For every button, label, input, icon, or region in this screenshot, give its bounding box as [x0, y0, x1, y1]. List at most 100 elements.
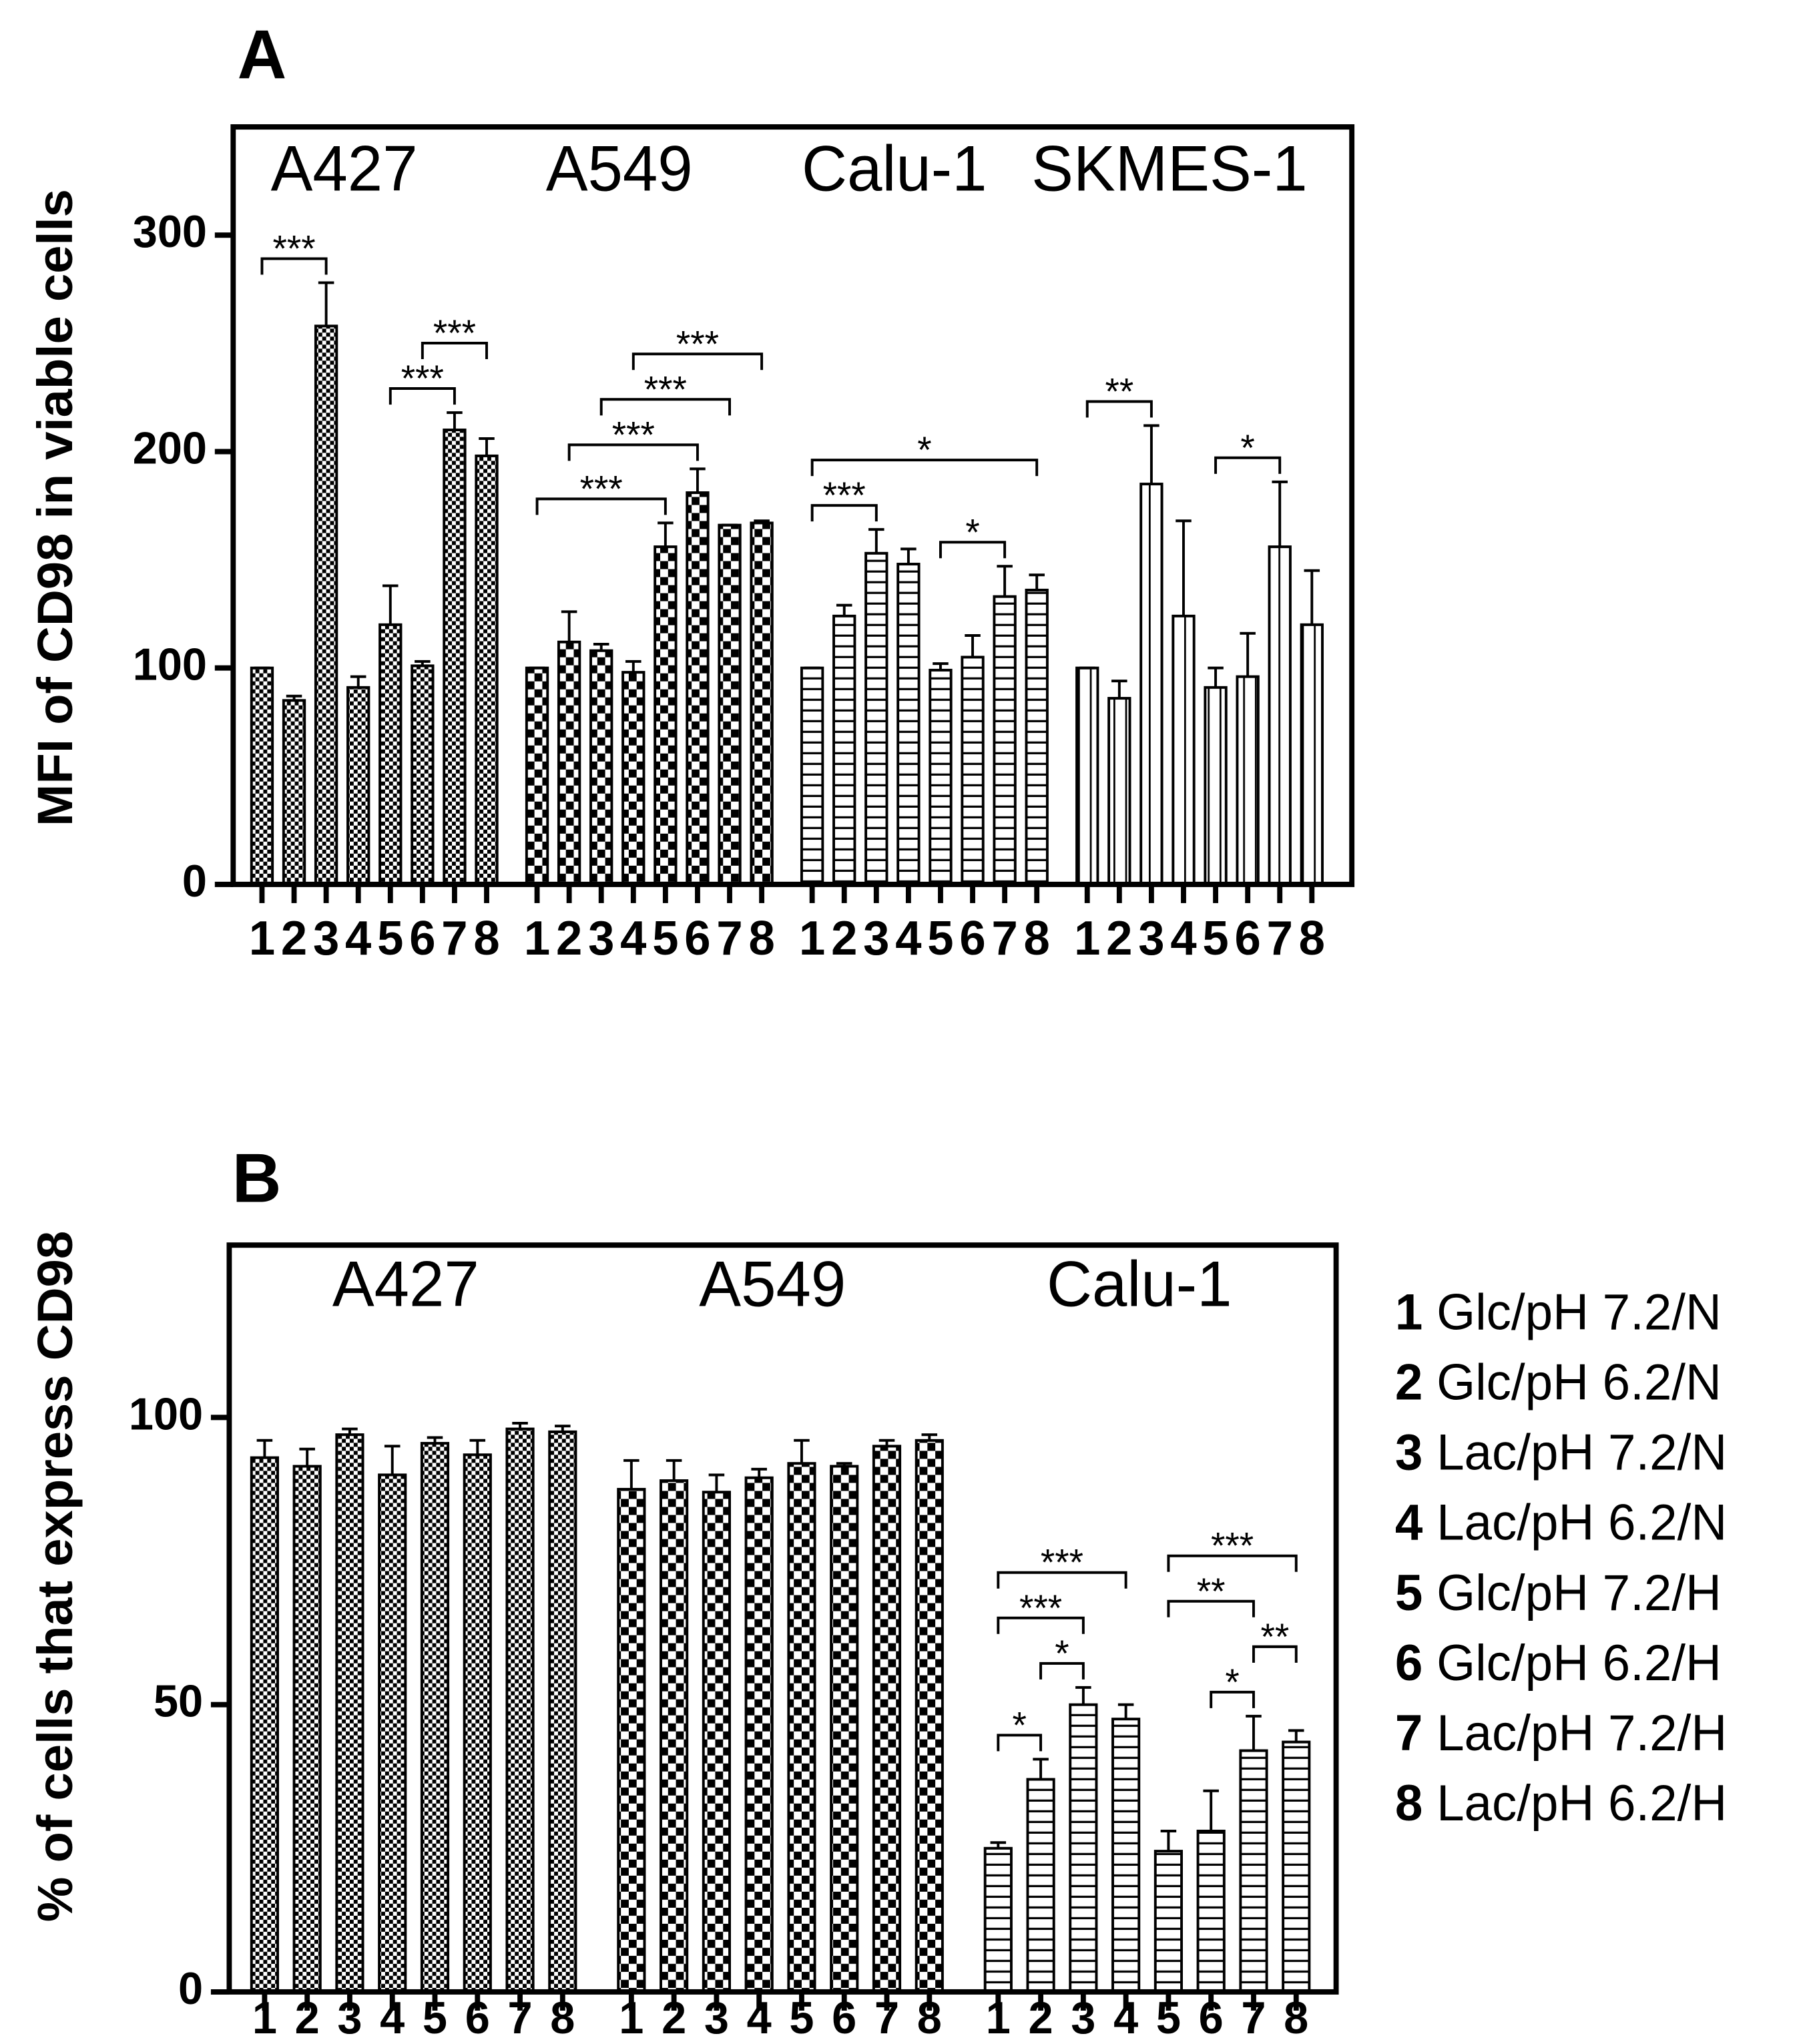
bar	[292, 1465, 322, 1993]
group-label: A427	[332, 1249, 479, 1320]
bar	[335, 1433, 364, 1993]
legend-entry: 6 Glc/pH 6.2/H	[1395, 1634, 1722, 1691]
legend-entry: 1 Glc/pH 7.2/N	[1395, 1284, 1722, 1340]
x-tick-label: 8	[917, 1993, 942, 2043]
bar	[420, 1442, 450, 1993]
x-tick-label: 4	[345, 911, 372, 965]
plot-frame	[230, 124, 1355, 887]
bar	[800, 666, 824, 886]
x-tick-label: 4	[380, 1993, 405, 2043]
bar	[1300, 623, 1324, 886]
x-tick-label: 1	[986, 1993, 1011, 2043]
legend-spacer	[1423, 1774, 1437, 1831]
x-tick-label: 6	[465, 1993, 490, 2043]
x-tick-label: 5	[1156, 1993, 1181, 2043]
x-tick-label: 6	[832, 1993, 856, 2043]
bar	[915, 1439, 944, 1993]
x-tick-label: 8	[550, 1993, 575, 2043]
significance-label: **	[1105, 370, 1133, 413]
legend-entry: 5 Glc/pH 7.2/H	[1395, 1564, 1722, 1621]
significance-bracket	[1252, 1645, 1298, 1663]
significance-bracket	[631, 352, 764, 370]
y-tick-label: 300	[133, 207, 207, 258]
bar	[1268, 545, 1292, 886]
significance-bracket	[389, 387, 456, 405]
x-tick-label: 5	[652, 911, 678, 965]
legend-number: 1	[1395, 1284, 1423, 1340]
bar	[589, 649, 613, 886]
legend-number: 5	[1395, 1564, 1423, 1621]
bar	[787, 1462, 816, 1993]
legend-number: 7	[1395, 1704, 1423, 1761]
significance-label: ***	[580, 468, 623, 510]
group-label: Calu-1	[802, 134, 987, 205]
legend-entry: 3 Lac/pH 7.2/N	[1395, 1424, 1727, 1481]
x-tick-label: 1	[524, 911, 550, 965]
x-tick-label: 3	[337, 1993, 362, 2043]
x-tick-label: 5	[789, 1993, 814, 2043]
x-tick-label: 7	[441, 911, 467, 965]
x-tick-label: 5	[927, 911, 953, 965]
legend-spacer	[1423, 1634, 1437, 1691]
x-tick-label: 8	[1299, 911, 1325, 965]
x-tick-label: 6	[684, 911, 710, 965]
significance-label: ***	[612, 414, 655, 456]
bar	[983, 1846, 1013, 1993]
y-tick-label: 0	[178, 1963, 203, 2014]
x-tick-label: 3	[588, 911, 614, 965]
significance-bracket	[1210, 1690, 1255, 1708]
bar	[830, 1465, 859, 1993]
x-tick-label: 4	[620, 911, 647, 965]
y-tick-label: 200	[133, 423, 207, 474]
significance-label: ***	[433, 312, 476, 354]
bar	[548, 1430, 577, 1993]
significance-bracket	[810, 459, 1039, 477]
x-tick-label: 3	[704, 1993, 729, 2043]
significance-bracket	[535, 497, 667, 515]
panel-letter: A	[238, 16, 287, 93]
legend-spacer	[1423, 1354, 1437, 1411]
group-label: SKMES-1	[1031, 134, 1308, 205]
x-tick-label: 1	[1074, 911, 1100, 965]
bar	[1236, 675, 1260, 886]
x-tick-label: 2	[1106, 911, 1132, 965]
significance-bracket	[1085, 400, 1153, 418]
significance-bracket	[810, 504, 878, 522]
significance-label: **	[1197, 1570, 1226, 1612]
legend-spacer	[1423, 1704, 1437, 1761]
x-tick-label: 8	[748, 911, 774, 965]
bar	[1026, 1778, 1055, 1993]
legend-number: 6	[1395, 1634, 1423, 1691]
x-tick-label: 7	[1241, 1993, 1266, 2043]
significance-label: ***	[644, 368, 687, 411]
significance-label: *	[1013, 1704, 1027, 1746]
x-tick-label: 7	[874, 1993, 899, 2043]
legend-label: Lac/pH 6.2/H	[1437, 1774, 1727, 1831]
bar	[1069, 1703, 1098, 1993]
bar	[750, 521, 774, 886]
legend-spacer	[1423, 1494, 1437, 1551]
significance-bracket	[1039, 1662, 1085, 1680]
legend-label: Glc/pH 7.2/H	[1437, 1564, 1722, 1621]
legend-entry: 4 Lac/pH 6.2/N	[1395, 1494, 1727, 1551]
bar	[617, 1487, 646, 1993]
x-tick-label: 5	[423, 1993, 447, 2043]
significance-label: *	[917, 429, 931, 471]
x-tick-label: 2	[1029, 1993, 1053, 2043]
legend-label: Glc/pH 6.2/H	[1437, 1634, 1722, 1691]
significance-bracket	[939, 541, 1007, 559]
bar	[525, 666, 549, 886]
bar	[660, 1479, 689, 1993]
significance-bracket	[421, 342, 488, 360]
x-tick-label: 7	[1267, 911, 1293, 965]
x-tick-label: 2	[662, 1993, 686, 2043]
x-tick-label: 8	[473, 911, 499, 965]
x-tick-label: 5	[377, 911, 403, 965]
x-tick-label: 2	[295, 1993, 320, 2043]
legend-label: Glc/pH 6.2/N	[1437, 1354, 1722, 1411]
significance-label: *	[965, 511, 979, 553]
significance-label: ***	[1211, 1525, 1254, 1567]
significance-bracket	[260, 257, 328, 275]
significance-bracket	[1167, 1554, 1298, 1572]
significance-bracket	[567, 443, 699, 461]
